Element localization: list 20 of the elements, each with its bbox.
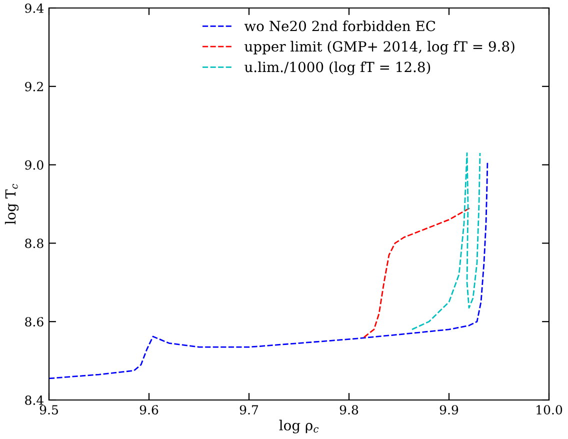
y-tick-label: 8.8 <box>25 238 44 248</box>
y-tick-label: 8.6 <box>25 317 44 327</box>
x-axis-title: log ρ$_{c}$ <box>279 420 319 434</box>
x-tick-label: 9.7 <box>240 405 258 415</box>
y-tick-label: 9.0 <box>25 160 44 170</box>
y-tick-label: 9.2 <box>25 82 43 92</box>
y-tick-label: 9.4 <box>25 3 44 13</box>
x-tick-label: 10.0 <box>536 405 562 415</box>
line-series <box>411 152 481 330</box>
x-tick-label: 9.6 <box>140 405 158 415</box>
y-axis-title: log T$_{c}$ <box>4 184 19 224</box>
x-tick-label: 9.9 <box>440 405 458 415</box>
y-tick-label: 8.4 <box>25 395 44 405</box>
line-series <box>363 207 471 338</box>
legend-label: u.lim./1000 (log fT = 12.8) <box>244 61 430 76</box>
x-tick-label: 9.8 <box>340 405 358 415</box>
legend-label: wo Ne20 2nd forbidden EC <box>244 20 436 32</box>
legend-label: upper limit (GMP+ 2014, log fT = 9.8) <box>244 40 514 55</box>
x-tick-label: 9.5 <box>40 405 58 415</box>
line-series <box>49 160 488 380</box>
